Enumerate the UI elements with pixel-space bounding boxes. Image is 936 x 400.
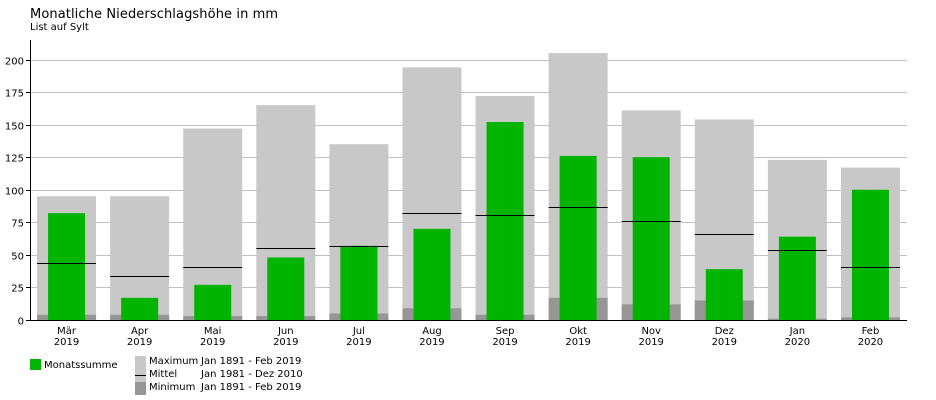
x-label-month-0: Mär	[57, 326, 77, 337]
x-label-month-2: Mai	[204, 326, 222, 337]
x-label-year-7: 2019	[565, 337, 590, 348]
x-label-year-9: 2019	[712, 337, 737, 348]
legend-period-minimum: Jan 1891 - Feb 2019	[201, 382, 302, 393]
legend-period-maximum: Jan 1891 - Feb 2019	[201, 356, 302, 367]
legend-swatch-maximum	[135, 356, 146, 369]
legend-label-maximum: Maximum	[149, 356, 199, 367]
x-label-month-5: Aug	[422, 326, 442, 337]
legend-swatch-mittel	[135, 375, 146, 376]
y-tick-label-100: 100	[5, 187, 24, 198]
y-tick-label-50: 50	[11, 252, 24, 263]
bar-monatssumme-0	[48, 213, 86, 320]
y-tick-label-25: 25	[11, 284, 24, 295]
x-label-year-1: 2019	[127, 337, 152, 348]
bar-monatssumme-11	[851, 189, 889, 320]
x-label-year-2: 2019	[200, 337, 225, 348]
y-tick-label-175: 175	[5, 89, 24, 100]
legend-label-mittel: Mittel	[149, 369, 178, 380]
y-tick-label-75: 75	[11, 219, 24, 230]
x-label-year-4: 2019	[346, 337, 371, 348]
x-label-year-8: 2019	[638, 337, 663, 348]
y-tick-label-150: 150	[5, 122, 24, 133]
x-label-year-3: 2019	[273, 337, 298, 348]
x-label-month-6: Sep	[496, 326, 515, 337]
x-label-month-11: Feb	[862, 326, 880, 337]
legend-period-mittel: Jan 1981 - Dez 2010	[201, 369, 303, 380]
bar-monatssumme-10	[778, 236, 816, 320]
legend-swatch-monatssumme	[30, 359, 41, 370]
bar-monatssumme-3	[267, 257, 305, 320]
legend-label-monatssumme: Monatssumme	[44, 360, 118, 371]
bar-monatssumme-9	[705, 269, 743, 320]
bar-monatssumme-2	[194, 284, 232, 320]
bar-monatssumme-4	[340, 245, 378, 320]
bar-monatssumme-7	[559, 155, 597, 320]
x-label-year-6: 2019	[492, 337, 517, 348]
x-label-month-9: Dez	[715, 326, 734, 337]
bar-monatssumme-5	[413, 228, 451, 320]
bar-monatssumme-8	[632, 157, 670, 320]
x-label-year-11: 2020	[858, 337, 883, 348]
x-label-month-3: Jun	[277, 326, 294, 337]
x-label-year-5: 2019	[419, 337, 444, 348]
x-label-year-10: 2020	[785, 337, 810, 348]
legend-label-minimum: Minimum	[149, 382, 196, 393]
x-label-month-7: Okt	[569, 326, 587, 337]
x-label-year-0: 2019	[54, 337, 79, 348]
chart-subtitle: List auf Sylt	[30, 22, 89, 33]
x-label-month-4: Jul	[352, 326, 365, 337]
legend-swatch-minimum	[135, 382, 146, 395]
bar-monatssumme-6	[486, 122, 524, 320]
bar-monatssumme-1	[121, 297, 159, 320]
y-tick-label-125: 125	[5, 154, 24, 165]
x-label-month-10: Jan	[789, 326, 805, 337]
x-label-month-8: Nov	[641, 326, 661, 337]
chart-title: Monatliche Niederschlagshöhe in mm	[30, 7, 279, 22]
x-label-month-1: Apr	[131, 326, 149, 337]
y-tick-label-200: 200	[5, 57, 24, 68]
y-tick-label-0: 0	[18, 317, 24, 328]
